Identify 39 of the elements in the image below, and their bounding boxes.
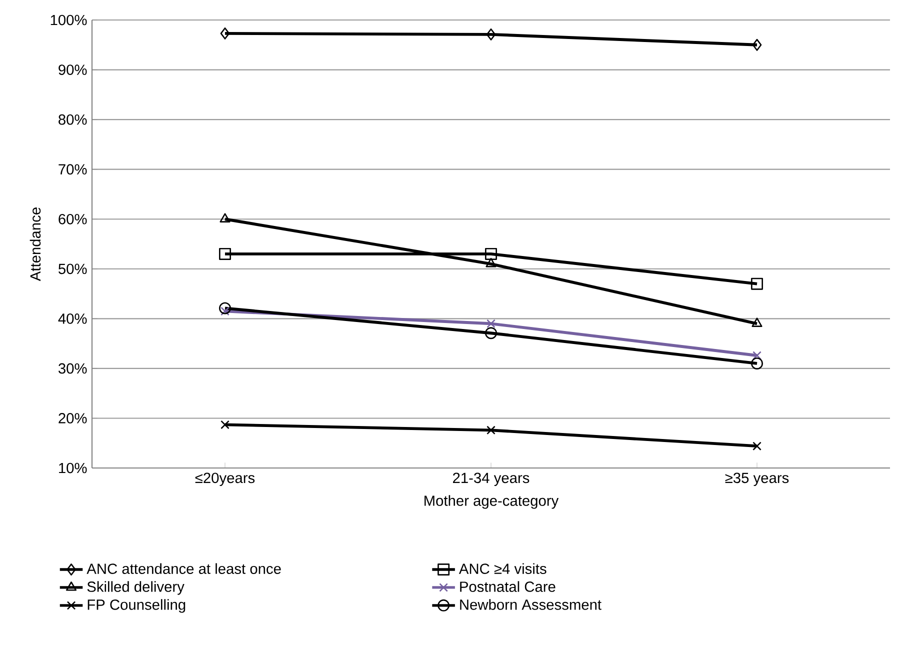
point bbox=[486, 28, 496, 40]
y-tick-label: 60% bbox=[58, 214, 87, 224]
point bbox=[220, 420, 230, 430]
point bbox=[486, 258, 496, 268]
x-tick-label: ≥35 years bbox=[725, 472, 789, 486]
y-tick-label: 20% bbox=[58, 413, 87, 424]
point bbox=[486, 319, 496, 328]
y-axis-title: Attendance bbox=[30, 208, 41, 282]
point bbox=[751, 357, 764, 370]
legend-label: ANC ≥4 visits bbox=[458, 563, 546, 574]
point bbox=[220, 27, 230, 40]
y-tick-label: 80% bbox=[58, 114, 87, 125]
point bbox=[219, 248, 232, 260]
point bbox=[485, 248, 498, 260]
legend-label: Skilled delivery bbox=[87, 581, 184, 595]
point bbox=[219, 302, 232, 314]
legend-label: Newborn Assessment bbox=[460, 599, 602, 610]
point bbox=[220, 306, 230, 316]
point bbox=[752, 38, 762, 51]
x-tick-label: 21-34 years bbox=[453, 472, 530, 486]
point bbox=[220, 213, 230, 222]
y-tick-label: 10% bbox=[59, 462, 87, 474]
point bbox=[752, 318, 762, 327]
y-tick-label: 40% bbox=[58, 313, 87, 324]
legend-label: ANC attendance at least once bbox=[86, 563, 281, 574]
legend-label: Postnatal Care bbox=[460, 581, 556, 592]
y-tick-label: 70% bbox=[58, 164, 87, 175]
point bbox=[752, 442, 762, 451]
point bbox=[751, 278, 764, 290]
x-tick-label: ≤20years bbox=[195, 472, 255, 486]
y-tick-label: 100% bbox=[50, 14, 87, 26]
y-tick-label: 30% bbox=[58, 363, 87, 374]
legend-label: FP Counselling bbox=[88, 599, 186, 613]
y-tick-label: 50% bbox=[58, 264, 87, 274]
point bbox=[752, 351, 762, 360]
point bbox=[486, 426, 496, 435]
y-tick-label: 90% bbox=[58, 64, 87, 75]
x-axis-title: Mother age-category bbox=[424, 495, 559, 509]
point bbox=[485, 327, 498, 340]
